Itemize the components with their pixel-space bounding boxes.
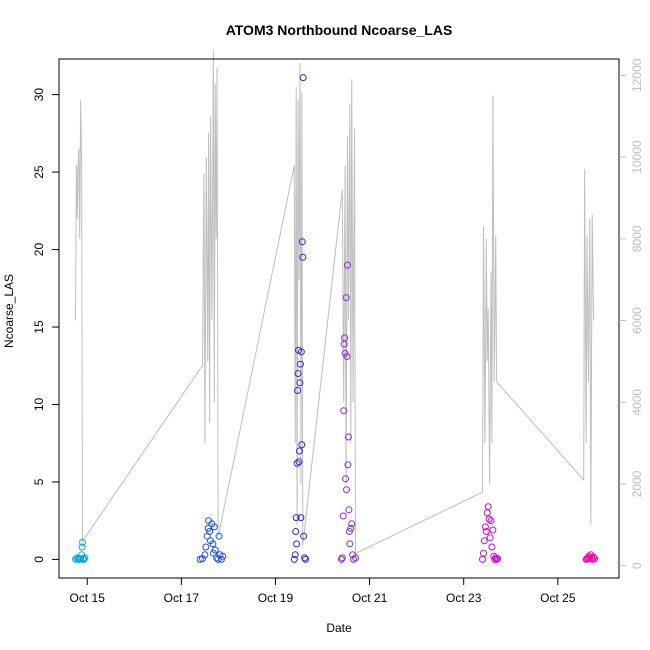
- x-tick-label: Oct 17: [164, 591, 200, 605]
- data-point: [297, 514, 305, 522]
- data-point: [481, 523, 489, 531]
- data-point: [293, 540, 301, 548]
- data-point: [80, 555, 88, 563]
- y2-tick-label: 0: [630, 562, 644, 569]
- data-point: [343, 486, 350, 494]
- data-point: [486, 534, 494, 542]
- data-point: [215, 532, 223, 540]
- y-tick-label: 30: [32, 88, 46, 102]
- data-point: [209, 540, 217, 548]
- data-point: [79, 538, 86, 546]
- y-tick-label: 5: [32, 478, 46, 485]
- data-point: [202, 543, 210, 551]
- y-axis-left: 0 5 10 15 20 25 30: [32, 88, 59, 563]
- data-point: [350, 555, 358, 563]
- y2-tick-label: 12000: [630, 58, 644, 92]
- data-point: [340, 407, 348, 415]
- y-tick-label: 0: [32, 556, 46, 563]
- data-point: [494, 555, 502, 563]
- y-axis-right: 0 2000 4000 6000 8000 10000 12000: [619, 58, 644, 569]
- x-tick-label: Oct 23: [446, 591, 482, 605]
- plot-frame: [58, 58, 620, 579]
- data-point: [290, 555, 298, 563]
- y2-tick-label: 8000: [630, 225, 644, 252]
- data-point: [344, 461, 352, 469]
- data-point: [81, 554, 89, 562]
- data-point: [293, 459, 301, 467]
- y2-tick-label: 4000: [630, 389, 644, 416]
- x-tick-label: Oct 21: [352, 591, 388, 605]
- data-point: [300, 532, 308, 540]
- data-point: [344, 261, 351, 269]
- data-point: [482, 528, 490, 535]
- data-point: [294, 370, 302, 377]
- data-point: [480, 549, 487, 557]
- y2-tick-label: 2000: [630, 470, 644, 497]
- plot-area: [72, 50, 598, 563]
- data-point: [337, 555, 345, 563]
- data-point: [299, 253, 307, 261]
- secondary-series-line: [75, 50, 595, 555]
- data-point: [487, 517, 495, 525]
- data-point: [291, 551, 299, 559]
- data-point: [342, 475, 350, 483]
- y-axis-label: Ncoarse_LAS: [2, 274, 16, 348]
- data-point: [342, 294, 350, 302]
- data-point: [343, 353, 351, 360]
- data-point: [292, 528, 300, 535]
- chart-title: ATOM3 Northbound Ncoarse_LAS: [226, 22, 453, 38]
- y2-tick-label: 10000: [630, 140, 644, 174]
- data-point: [199, 555, 206, 563]
- data-point: [301, 554, 309, 562]
- x-tick-label: Oct 25: [540, 591, 576, 605]
- data-point: [298, 238, 306, 246]
- y-tick-label: 15: [32, 320, 46, 334]
- data-point: [210, 523, 218, 531]
- data-point: [297, 348, 305, 356]
- data-point: [299, 74, 307, 82]
- data-point: [341, 334, 349, 342]
- data-point: [493, 555, 501, 563]
- data-point: [347, 524, 355, 532]
- data-point: [489, 526, 497, 534]
- data-point: [348, 520, 356, 528]
- x-tick-label: Oct 19: [258, 591, 294, 605]
- x-axis-label: Date: [326, 621, 352, 635]
- y-tick-label: 25: [32, 165, 46, 179]
- data-point: [339, 512, 347, 520]
- data-point: [294, 387, 302, 394]
- data-point: [352, 554, 359, 562]
- data-point: [485, 515, 493, 523]
- data-point: [296, 360, 304, 368]
- data-point: [591, 555, 598, 563]
- data-point: [296, 447, 303, 455]
- data-point: [590, 553, 598, 561]
- data-point: [211, 546, 219, 554]
- x-axis: Oct 15 Oct 17 Oct 19 Oct 21 Oct 23 Oct 25: [70, 578, 576, 605]
- y2-tick-label: 6000: [630, 307, 644, 334]
- data-point: [298, 441, 306, 449]
- data-point: [338, 554, 346, 562]
- data-point: [302, 555, 310, 563]
- data-point: [480, 537, 488, 545]
- data-point: [344, 433, 352, 441]
- data-point: [484, 503, 492, 511]
- y-tick-label: 10: [32, 397, 46, 411]
- data-point: [201, 551, 209, 559]
- x-tick-label: Oct 15: [70, 591, 106, 605]
- data-point: [219, 552, 227, 560]
- y-tick-label: 20: [32, 243, 46, 257]
- data-point: [346, 540, 354, 548]
- data-point: [214, 555, 222, 563]
- data-point: [292, 514, 300, 522]
- data-point: [345, 506, 353, 514]
- data-point: [488, 543, 496, 551]
- data-point: [295, 458, 303, 466]
- data-point: [296, 379, 304, 387]
- data-point: [206, 528, 214, 535]
- data-point: [78, 543, 86, 551]
